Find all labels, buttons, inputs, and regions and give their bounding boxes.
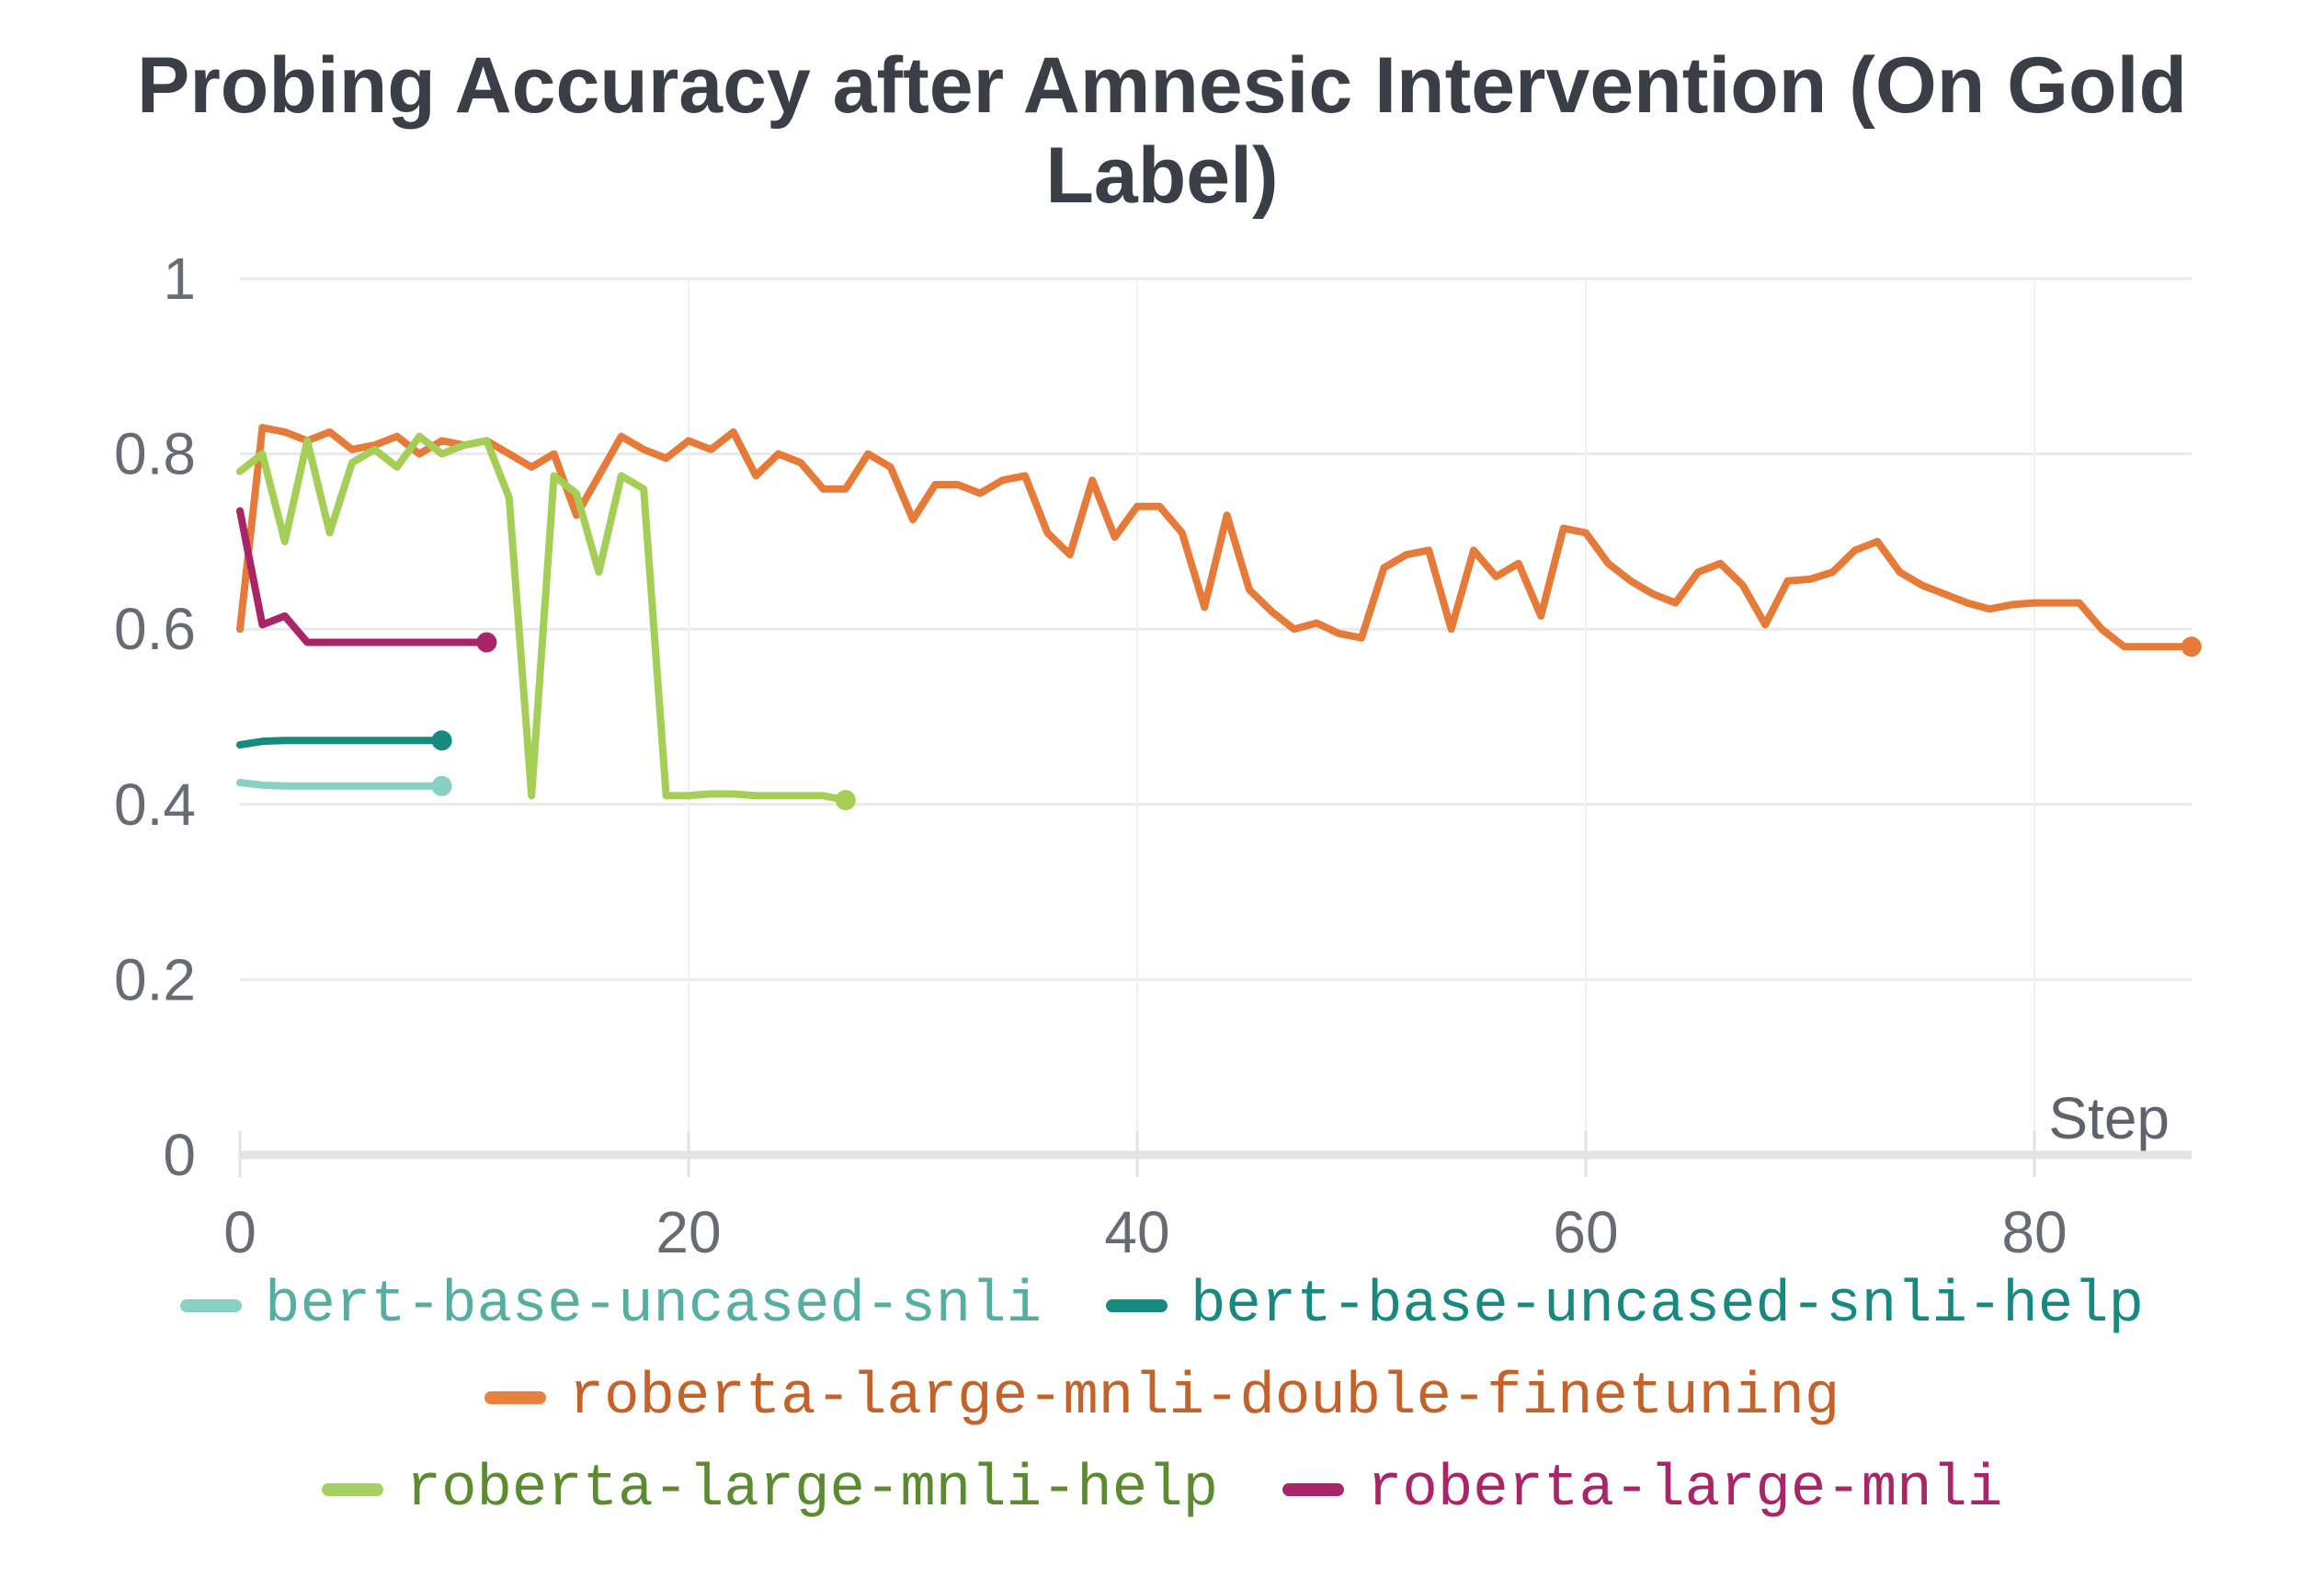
y-tick-label: 0.6 [114,596,196,662]
legend-item-bert-base-uncased-snli-help[interactable]: bert-base-uncased-snli-help [1105,1273,2144,1339]
x-axis-title: Step [2048,1085,2170,1151]
x-tick-label: 40 [1104,1199,1169,1265]
chart-title: Probing Accuracy after Amnesic Intervent… [136,41,2188,220]
legend-swatch-icon [484,1391,546,1404]
legend-swatch-icon [321,1483,383,1496]
legend-item-roberta-large-mnli-double-finetuning[interactable]: roberta-large-mnli-double-finetuning [484,1365,1840,1431]
legend-row: bert-base-uncased-snli bert-base-uncased… [0,1260,2324,1352]
y-tick-label: 1 [163,246,196,312]
legend-row: roberta-large-mnli-double-finetuning [0,1352,2324,1444]
legend-swatch-icon [180,1299,243,1312]
legend-label: roberta-large-mnli-double-finetuning [568,1365,1840,1431]
legend-swatch-icon [1282,1483,1345,1496]
y-tick-label: 0.4 [114,772,196,838]
legend-row: roberta-large-mnli-help roberta-large-mn… [0,1444,2324,1536]
x-tick-label: 60 [1553,1199,1618,1265]
y-tick-label: 0 [163,1122,196,1188]
legend: bert-base-uncased-snli bert-base-uncased… [0,1260,2324,1536]
x-tick-label: 0 [223,1199,256,1265]
series-line-bert-base-uncased-snli-help[interactable] [236,737,446,749]
legend-label: roberta-large-mnli-help [405,1457,1219,1523]
series-endpoint-roberta-large-mnli[interactable] [476,632,497,653]
series-line-bert-base-uncased-snli[interactable] [236,778,446,790]
legend-item-roberta-large-mnli-help[interactable]: roberta-large-mnli-help [321,1457,1219,1523]
series-endpoint-roberta-large-mnli-double-finetuning[interactable] [2181,636,2202,657]
series-endpoint-roberta-large-mnli-help[interactable] [835,790,856,811]
y-tick-label: 0.8 [114,421,196,487]
x-tick-label: 80 [2001,1199,2067,1265]
legend-item-bert-base-uncased-snli[interactable]: bert-base-uncased-snli [180,1273,1042,1339]
series-line-roberta-large-mnli[interactable] [236,507,491,646]
legend-label: roberta-large-mnli [1367,1457,2003,1523]
legend-swatch-icon [1105,1299,1168,1312]
legend-item-roberta-large-mnli[interactable]: roberta-large-mnli [1282,1457,2002,1523]
y-tick-label: 0.2 [114,946,196,1012]
legend-label: bert-base-uncased-snli-help [1190,1273,2144,1339]
x-tick-label: 20 [655,1199,721,1265]
series-endpoint-bert-base-uncased-snli-help[interactable] [431,730,452,751]
series-line-roberta-large-mnli-help[interactable] [236,432,849,805]
legend-label: bert-base-uncased-snli [265,1273,1042,1339]
series-endpoint-bert-base-uncased-snli[interactable] [431,775,452,796]
x-axis-line [240,1150,2192,1160]
series-line-roberta-large-mnli-double-finetuning[interactable] [236,424,2195,651]
